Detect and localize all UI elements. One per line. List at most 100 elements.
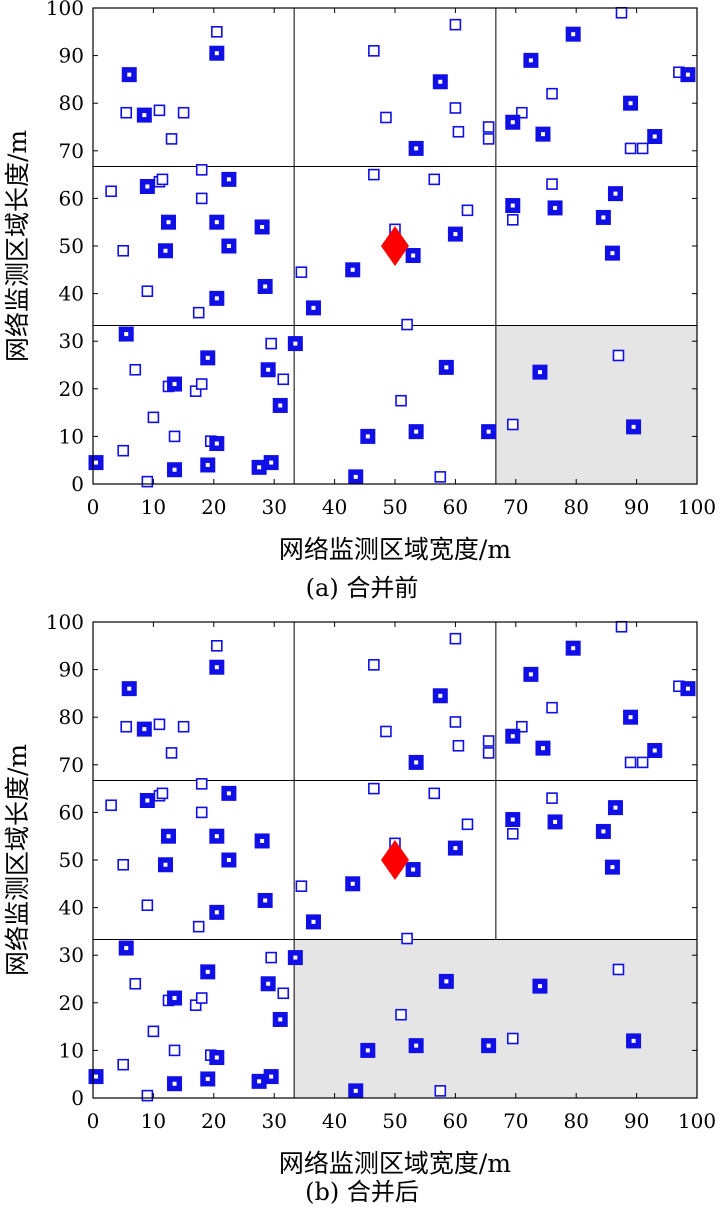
cluster-head-center bbox=[163, 248, 168, 253]
cluster-head-center bbox=[263, 284, 268, 289]
cluster-head-center bbox=[353, 474, 358, 479]
cluster-head-center bbox=[553, 205, 558, 210]
cluster-head-center bbox=[444, 365, 449, 370]
shaded-region-layer bbox=[495, 325, 697, 484]
member-node bbox=[192, 306, 205, 319]
member-node bbox=[165, 133, 178, 145]
member-node bbox=[105, 185, 117, 198]
member-node bbox=[117, 1058, 129, 1071]
y-tick-label: 10 bbox=[59, 1038, 84, 1062]
member-node bbox=[168, 430, 181, 443]
member-node bbox=[401, 932, 413, 945]
cluster-head-center bbox=[613, 805, 618, 810]
sink-layer bbox=[381, 226, 409, 266]
member-node bbox=[156, 787, 169, 800]
member-node bbox=[295, 266, 308, 278]
x-tick-label: 60 bbox=[443, 495, 468, 519]
cluster-head-center bbox=[257, 465, 262, 470]
shaded-region bbox=[294, 939, 697, 1098]
member-node bbox=[147, 411, 160, 424]
shaded-region bbox=[495, 325, 697, 484]
panel-caption: (a) 合并前 bbox=[306, 574, 419, 602]
member-node bbox=[195, 164, 208, 176]
partition-grid-layer bbox=[93, 622, 697, 1098]
cluster-head-center bbox=[631, 424, 636, 429]
y-tick-layer: 0 10 20 30 40 50 60 70 80 90 100 bbox=[46, 0, 697, 496]
cluster-head-center bbox=[260, 838, 265, 843]
cluster-head-center bbox=[293, 341, 298, 346]
member-node bbox=[636, 756, 649, 769]
member-node bbox=[449, 102, 462, 114]
cluster-head-center bbox=[226, 244, 231, 248]
member-node bbox=[482, 133, 495, 145]
cluster-head-center bbox=[350, 267, 355, 272]
member-node bbox=[624, 756, 637, 769]
member-node bbox=[189, 385, 202, 397]
panel-b: 0 10 20 30 40 50 60 70 80 90 100 0 10 20 30 40 50 60 70 80… bbox=[3, 610, 716, 1206]
member-node bbox=[168, 1044, 181, 1057]
member-node bbox=[153, 718, 166, 731]
y-tick-label: 20 bbox=[59, 377, 84, 401]
cluster-head-center bbox=[269, 1074, 274, 1079]
y-tick-label: 90 bbox=[59, 44, 84, 68]
cluster-head-center bbox=[214, 441, 219, 446]
cluster-head-center bbox=[411, 253, 416, 258]
x-tick-label: 40 bbox=[322, 495, 347, 519]
member-node bbox=[434, 471, 447, 483]
cluster-head-center bbox=[528, 58, 533, 63]
member-node bbox=[195, 378, 208, 390]
x-axis-label: 网络监测区域宽度/m bbox=[279, 1149, 511, 1178]
cluster-head-center bbox=[214, 665, 219, 670]
cluster-head-center bbox=[685, 686, 690, 691]
cluster-head-center bbox=[94, 460, 99, 465]
cluster-head-center bbox=[166, 834, 171, 839]
member-node bbox=[277, 373, 290, 386]
x-tick-label: 0 bbox=[87, 1109, 100, 1133]
y-tick-label: 0 bbox=[71, 1086, 84, 1110]
member-node bbox=[506, 828, 519, 840]
member-node bbox=[482, 121, 495, 133]
member-node bbox=[177, 106, 190, 119]
member-node bbox=[428, 787, 441, 800]
y-tick-label: 0 bbox=[71, 472, 84, 496]
x-tick-layer: 0 10 20 30 40 50 60 70 80 90 100 bbox=[87, 622, 716, 1133]
cluster-head-center bbox=[510, 203, 515, 208]
member-node bbox=[277, 987, 290, 1000]
sink-node bbox=[381, 840, 409, 880]
cluster-head-center bbox=[652, 134, 657, 139]
cluster-head-center bbox=[260, 224, 265, 229]
member-node bbox=[506, 418, 519, 431]
cluster-head-center bbox=[172, 1081, 177, 1086]
cluster-head-center bbox=[293, 955, 298, 960]
member-node bbox=[482, 735, 495, 747]
x-tick-label: 70 bbox=[503, 1109, 528, 1133]
member-node bbox=[141, 475, 154, 488]
cluster-head-center bbox=[571, 646, 576, 651]
cluster-head-center bbox=[685, 72, 690, 77]
member-node bbox=[401, 318, 413, 331]
cluster-head-center bbox=[553, 819, 558, 824]
cluster-head-center bbox=[145, 798, 150, 803]
cluster-head-center bbox=[205, 969, 210, 974]
x-tick-label: 40 bbox=[322, 1109, 347, 1133]
cluster-head-center bbox=[453, 232, 458, 237]
member-node bbox=[449, 716, 462, 728]
member-node bbox=[105, 799, 117, 812]
cluster-head-center bbox=[205, 462, 210, 467]
panel-caption: (b) 合并后 bbox=[305, 1178, 419, 1206]
member-node bbox=[120, 720, 133, 733]
member-node bbox=[177, 720, 190, 733]
member-node bbox=[506, 214, 519, 226]
cluster-head-center bbox=[438, 693, 443, 698]
cluster-head-center bbox=[172, 996, 177, 1001]
cluster-head-center bbox=[414, 1043, 419, 1048]
y-tick-label: 50 bbox=[59, 848, 84, 872]
x-tick-label: 90 bbox=[624, 1109, 649, 1133]
member-node bbox=[195, 806, 208, 819]
cluster-head-center bbox=[610, 865, 615, 870]
member-node bbox=[211, 25, 223, 38]
cluster-head-center bbox=[438, 79, 443, 84]
member-node bbox=[452, 125, 465, 138]
cluster-head-center bbox=[631, 1038, 636, 1043]
x-tick-label: 50 bbox=[382, 1109, 407, 1133]
